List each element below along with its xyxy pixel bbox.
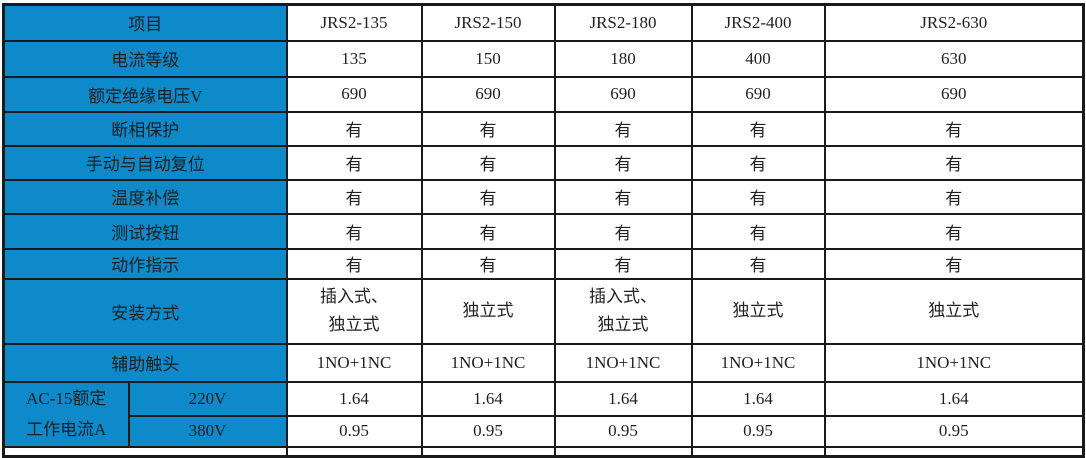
header-model-jrs2-630: JRS2-630 <box>823 3 1085 42</box>
cell-value: 有 <box>285 178 423 215</box>
table-row-phase-failure-protection: 断相保护 有 有 有 有 有 <box>2 110 1085 147</box>
row-label: 温度补偿 <box>2 178 288 215</box>
cell-value: 690 <box>823 75 1085 113</box>
cell-value: 690 <box>553 75 693 113</box>
cell-value: 有 <box>285 110 423 147</box>
row-label: 安装方式 <box>2 277 288 345</box>
header-item-label: 项目 <box>2 3 288 42</box>
row-label: 测试按钮 <box>2 212 288 250</box>
cell-value: 1NO+1NC <box>285 342 423 383</box>
table-row-insulation-voltage: 额定绝缘电压V 690 690 690 690 690 <box>2 75 1085 113</box>
cell-value: 630 <box>823 39 1085 78</box>
spec-table-wrap: 项目 JRS2-135 JRS2-150 JRS2-180 JRS2-400 J… <box>2 3 1085 458</box>
cell-value: 1NO+1NC <box>420 342 556 383</box>
cell-value: 1.64 <box>823 380 1085 417</box>
cell-value: 1NO+1NC <box>553 342 693 383</box>
header-model-jrs2-180: JRS2-180 <box>553 3 693 42</box>
cell-value: 有 <box>553 212 693 250</box>
sub-row-label-220v: 220V <box>127 380 288 417</box>
cell-value: 0.95 <box>823 414 1085 448</box>
cell-value: 有 <box>420 178 556 215</box>
cell-value: 有 <box>553 178 693 215</box>
table-row-auxiliary-contacts: 辅助触头 1NO+1NC 1NO+1NC 1NO+1NC 1NO+1NC 1NO… <box>2 342 1085 383</box>
cell-value: 1.64 <box>420 380 556 417</box>
cell-value: 有 <box>420 247 556 280</box>
cell-value: 0.95 <box>690 414 826 448</box>
cell-value: 1.64 <box>553 380 693 417</box>
cell-value: 有 <box>690 110 826 147</box>
cell-value: 1NO+1NC <box>690 342 826 383</box>
cell-value: 独立式 <box>690 277 826 345</box>
cell-value: 插入式、 独立式 <box>285 277 423 345</box>
cell-value: 1NO+1NC <box>823 342 1085 383</box>
cell-value: 独立式 <box>823 277 1085 345</box>
cell-value: 有 <box>420 212 556 250</box>
table-row-ac15-380v: 380V 0.95 0.95 0.95 0.95 0.95 <box>4 414 1085 448</box>
cell-value: 有 <box>690 144 826 181</box>
row-label-ac15: AC-15额定 工作电流A <box>2 380 130 448</box>
cell-value: 0.95 <box>285 414 423 448</box>
row-label: 辅助触头 <box>2 342 288 383</box>
cell-value: 有 <box>553 247 693 280</box>
table-row-test-button: 测试按钮 有 有 有 有 有 <box>2 212 1085 250</box>
table-row-temperature-compensation: 温度补偿 有 有 有 有 有 <box>2 178 1085 215</box>
cell-value: 有 <box>823 144 1085 181</box>
cell-value: 0.95 <box>420 414 556 448</box>
header-model-jrs2-400: JRS2-400 <box>690 3 826 42</box>
table-row-current-class: 电流等级 135 150 180 400 630 <box>2 39 1085 78</box>
cell-value: 有 <box>285 212 423 250</box>
header-model-jrs2-150: JRS2-150 <box>420 3 556 42</box>
cell-value: 690 <box>285 75 423 113</box>
cell-value: 有 <box>553 144 693 181</box>
cell-value: 有 <box>420 110 556 147</box>
cell-value: 180 <box>553 39 693 78</box>
row-label: 额定绝缘电压V <box>2 75 288 113</box>
table-header-row: 项目 JRS2-135 JRS2-150 JRS2-180 JRS2-400 J… <box>2 3 1085 42</box>
spec-table: 项目 JRS2-135 JRS2-150 JRS2-180 JRS2-400 J… <box>2 3 1085 458</box>
cell-value: 有 <box>823 247 1085 280</box>
cell-value: 有 <box>823 178 1085 215</box>
cell-value: 有 <box>690 247 826 280</box>
cell-value: 有 <box>823 110 1085 147</box>
cell-value: 有 <box>285 144 423 181</box>
sub-row-label-380v: 380V <box>127 414 288 448</box>
cell-value: 690 <box>690 75 826 113</box>
row-label: 电流等级 <box>2 39 288 78</box>
cell-value: 有 <box>690 212 826 250</box>
header-model-jrs2-135: JRS2-135 <box>285 3 423 42</box>
cell-value: 135 <box>285 39 423 78</box>
table-row-manual-auto-reset: 手动与自动复位 有 有 有 有 有 <box>2 144 1085 181</box>
cell-value: 1.64 <box>690 380 826 417</box>
cell-value: 有 <box>823 212 1085 250</box>
cell-value: 有 <box>285 247 423 280</box>
row-label: 断相保护 <box>2 110 288 147</box>
cell-value: 有 <box>690 178 826 215</box>
cell-value: 独立式 <box>420 277 556 345</box>
cell-value: 插入式、 独立式 <box>553 277 693 345</box>
cell-value: 690 <box>420 75 556 113</box>
cell-value: 有 <box>553 110 693 147</box>
cell-value: 1.64 <box>285 380 423 417</box>
cell-value: 400 <box>690 39 826 78</box>
row-label: 动作指示 <box>2 247 288 280</box>
cell-value: 有 <box>420 144 556 181</box>
table-row-ac15-220v: AC-15额定 工作电流A 220V 1.64 1.64 1.64 1.64 1… <box>2 380 1085 448</box>
cell-value: 0.95 <box>553 414 693 448</box>
table-row-mounting-type: 安装方式 插入式、 独立式 独立式 插入式、 独立式 独立式 独立式 <box>2 277 1085 345</box>
cell-value: 150 <box>420 39 556 78</box>
table-row-action-indicator: 动作指示 有 有 有 有 有 <box>2 247 1085 280</box>
row-label: 手动与自动复位 <box>2 144 288 181</box>
